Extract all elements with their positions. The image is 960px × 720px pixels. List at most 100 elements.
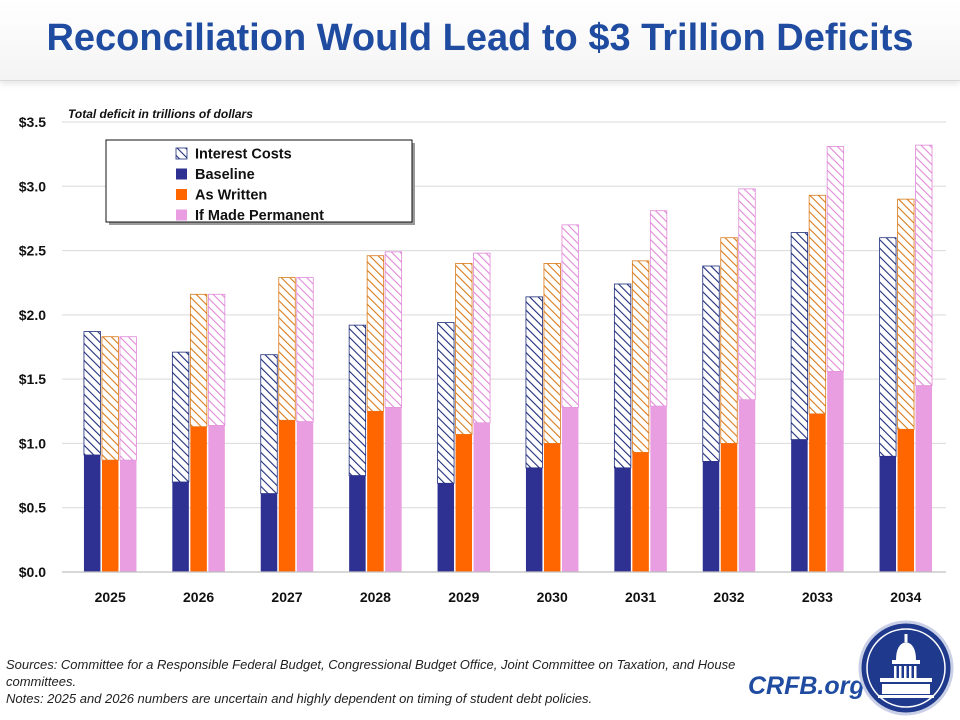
bar-interest-baseline-2028 [348,324,367,476]
bar-if-made-permanent-2025 [119,460,137,572]
bar-interest-baseline-2034 [879,237,897,457]
bar-as-written-2029 [455,434,473,572]
legend-swatch [176,168,187,180]
bars [83,144,933,572]
bar-interest-as-written-2027 [278,277,296,421]
legend-swatch [175,147,188,160]
legend-label: If Made Permanent [195,208,324,224]
bar-interest-if-made-permanent-2034 [915,144,933,386]
bar-interest-if-made-permanent-2029 [473,252,491,424]
y-tick-label: $1.0 [19,435,46,451]
bar-if-made-permanent-2030 [561,407,579,572]
bar-interest-baseline-2027 [260,354,278,494]
bar-baseline-2032 [702,461,720,572]
bar-interest-if-made-permanent-2032 [738,188,756,401]
legend-label: Baseline [195,167,255,183]
bar-interest-baseline-2025 [83,331,101,456]
bar-interest-as-written-2032 [720,237,738,444]
x-tick-label: 2032 [713,589,744,605]
bar-baseline-2027 [260,493,278,572]
page-title: Reconciliation Would Lead to $3 Trillion… [46,17,914,59]
title-bar: Reconciliation Would Lead to $3 Trillion… [0,0,960,81]
x-tick-label: 2030 [537,589,568,605]
bar-interest-baseline-2029 [437,322,455,484]
bar-baseline-2034 [879,456,897,572]
bar-interest-if-made-permanent-2030 [561,224,579,408]
bar-if-made-permanent-2027 [296,421,314,572]
bar-interest-as-written-2026 [189,293,208,428]
x-tick-label: 2034 [890,589,921,605]
legend: Interest Costs Baseline As Written If Made … [105,139,415,225]
bar-interest-as-written-2028 [366,255,385,412]
bar-if-made-permanent-2028 [385,407,402,572]
bar-if-made-permanent-2029 [473,422,491,572]
bar-interest-as-written-2034 [897,198,915,430]
bar-as-written-2026 [190,426,207,572]
bar-interest-as-written-2025 [101,336,119,461]
bar-baseline-2028 [349,475,366,572]
bar-as-written-2030 [543,443,561,572]
y-tick-label: $3.5 [19,114,46,130]
legend-label: As Written [195,188,267,204]
bar-interest-if-made-permanent-2031 [649,210,668,407]
bar-if-made-permanent-2034 [915,385,933,572]
bar-interest-if-made-permanent-2025 [119,336,137,461]
bar-interest-as-written-2031 [631,260,650,453]
capitol-dome-seal-icon [858,620,954,716]
x-tick-label: 2027 [271,589,302,605]
legend-swatch [176,209,187,221]
notes-note: Notes: 2025 and 2026 numbers are uncerta… [6,691,593,706]
bar-as-written-2032 [720,443,738,572]
bar-if-made-permanent-2032 [738,399,756,572]
bar-as-written-2028 [367,411,384,572]
bar-as-written-2031 [632,452,649,572]
bar-if-made-permanent-2026 [208,425,225,572]
bar-as-written-2025 [101,460,119,572]
bar-interest-as-written-2030 [543,263,561,444]
x-tick-label: 2025 [95,589,126,605]
x-tick-label: 2026 [183,589,214,605]
x-tick-label: 2031 [625,589,656,605]
bar-interest-baseline-2026 [171,351,190,483]
legend-box [105,139,413,223]
bar-interest-as-written-2033 [808,194,827,415]
bar-baseline-2031 [614,467,631,572]
deficit-chart: $0.0$0.5$1.0$1.5$2.0$2.5$3.0$3.5 2025 202… [19,107,946,605]
legend-label: Interest Costs [195,147,292,163]
y-tick-label: $2.5 [19,243,46,259]
y-axis: $0.0 $0.5 $1.0 $1.5 $2.0 $2.5 $3.0 $3.5 [19,114,46,580]
bar-interest-if-made-permanent-2027 [296,277,314,422]
y-tick-label: $2.0 [19,307,46,323]
bar-as-written-2034 [897,429,915,572]
bar-as-written-2033 [809,413,826,572]
crfb-link[interactable]: CRFB.org [748,672,865,700]
bar-baseline-2030 [525,467,543,572]
x-axis: 2025 2026 2027 2028 2029 2030 2031 2032 2033 2034 [62,571,946,605]
y-tick-label: $0.5 [19,500,46,516]
bar-interest-as-written-2029 [455,263,473,435]
bar-interest-if-made-permanent-2033 [826,146,845,372]
bar-interest-if-made-permanent-2028 [384,251,403,408]
bar-interest-baseline-2031 [613,283,632,469]
x-tick-label: 2028 [360,589,391,605]
bar-interest-if-made-permanent-2026 [207,293,226,426]
bar-baseline-2026 [172,482,189,572]
bar-baseline-2025 [83,455,101,572]
bar-as-written-2027 [278,420,296,572]
x-tick-label: 2029 [448,589,479,605]
y-tick-label: $1.5 [19,371,46,387]
y-tick-label: $3.0 [19,178,46,194]
sources-note: Sources: Committee for a Responsible Fed… [6,657,736,689]
legend-swatch [176,189,187,200]
bar-if-made-permanent-2033 [827,371,844,572]
bar-if-made-permanent-2031 [650,406,667,572]
bar-baseline-2033 [791,439,808,572]
bar-interest-baseline-2032 [702,265,720,462]
x-tick-label: 2033 [802,589,833,605]
bar-baseline-2029 [437,483,455,572]
footer: Sources: Committee for a Responsible Fed… [6,656,766,707]
bar-interest-baseline-2033 [790,232,809,440]
y-axis-label: Total deficit in trillions of dollars [68,107,253,121]
y-tick-label: $0.0 [19,564,46,580]
bar-interest-baseline-2030 [525,296,543,469]
